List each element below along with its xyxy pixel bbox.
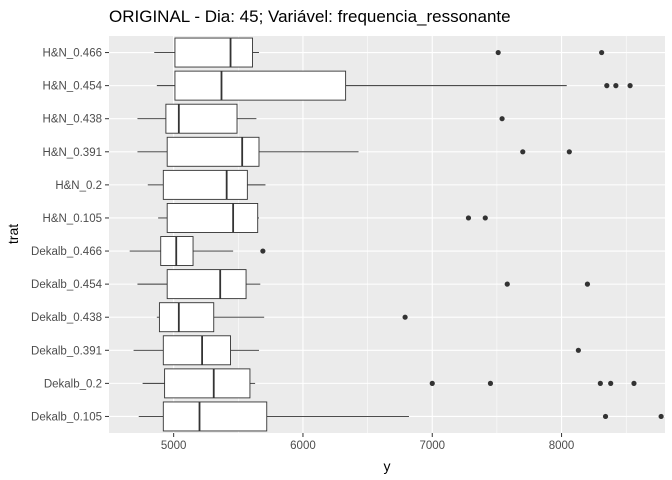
outlier-point [495, 49, 501, 56]
outlier-point [658, 413, 664, 420]
box-group [129, 236, 266, 266]
y-tick-label: H&N_0.466 [43, 48, 102, 60]
x-tick-label: 6000 [290, 440, 316, 452]
x-axis-title: y [384, 458, 391, 474]
box-group [133, 335, 581, 366]
box-iqr [166, 136, 260, 167]
y-tick-label: Dekalb_0.2 [44, 378, 102, 390]
x-tick-label: 8000 [549, 440, 575, 452]
plot-panel [109, 36, 665, 433]
box-group [137, 103, 505, 134]
y-tick-label: Dekalb_0.466 [31, 246, 102, 258]
box-group [147, 169, 266, 200]
outlier-point [608, 380, 614, 386]
outlier-point [260, 248, 266, 254]
box-group [156, 70, 633, 101]
y-tick-label: Dekalb_0.105 [31, 411, 102, 423]
box-iqr [162, 401, 268, 432]
outlier-point [487, 380, 494, 386]
outlier-point [465, 215, 472, 221]
box-iqr [166, 269, 247, 300]
outlier-point [429, 380, 435, 386]
box-group [137, 136, 572, 167]
minor-gridlines [238, 36, 627, 433]
outlier-point [627, 83, 633, 89]
chart-title: ORIGINAL - Dia: 45; Variável: frequencia… [109, 7, 511, 26]
outlier-point [602, 413, 609, 420]
x-tick-label: 5000 [161, 440, 187, 452]
box-iqr [158, 302, 215, 333]
outlier-point [520, 149, 526, 155]
outlier-point [575, 347, 581, 353]
y-tick-label: H&N_0.438 [43, 114, 102, 126]
box-iqr [162, 335, 231, 366]
y-axis-ticks: H&N_0.466 H&N_0.454 H&N_0.438 H&N_0.391 H&N_… [31, 48, 109, 423]
y-axis-title: trat [5, 224, 21, 244]
box-iqr [165, 103, 238, 134]
x-axis-ticks: 5000 6000 7000 8000 [161, 433, 575, 452]
y-tick-label: H&N_0.2 [55, 180, 102, 192]
outlier-point [597, 380, 603, 386]
y-tick-label: Dekalb_0.438 [31, 312, 102, 324]
outlier-point [482, 215, 488, 221]
box-group [154, 37, 605, 68]
box-iqr [164, 368, 251, 399]
outlier-point [566, 149, 572, 155]
y-tick-label: Dekalb_0.391 [31, 345, 102, 357]
y-tick-label: Dekalb_0.454 [31, 279, 103, 291]
y-tick-label: H&N_0.391 [43, 147, 102, 159]
box-group [156, 302, 408, 333]
y-tick-label: H&N_0.105 [43, 213, 102, 225]
box-group [138, 401, 664, 432]
box-iqr [174, 70, 347, 101]
outlier-point [631, 380, 637, 386]
outlier-point [599, 49, 605, 56]
y-tick-label: H&N_0.454 [43, 81, 103, 93]
box-group [142, 368, 637, 399]
box-group [137, 269, 591, 300]
outlier-point [499, 116, 505, 122]
outlier-point [504, 281, 510, 287]
box-group [158, 203, 488, 233]
box-series [129, 37, 664, 432]
box-iqr [174, 37, 253, 68]
outlier-point [402, 314, 408, 320]
outlier-point [613, 83, 619, 89]
box-iqr [166, 203, 259, 233]
x-tick-label: 7000 [419, 440, 445, 452]
box-iqr [162, 169, 248, 200]
outlier-point [604, 83, 610, 89]
outlier-point [584, 281, 591, 287]
